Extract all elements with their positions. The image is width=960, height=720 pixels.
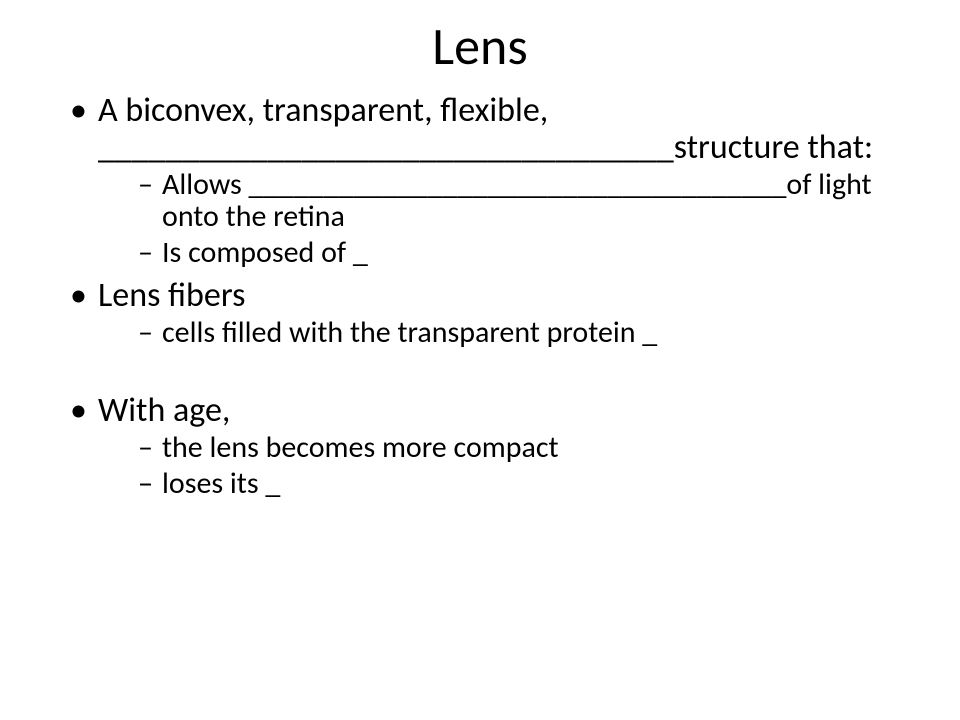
sub-bullet-text: cells filled with the transparent protei… [162, 314, 657, 351]
sub-bullet-text: Is composed of _ [162, 234, 368, 271]
bullet-text: A biconvex, transparent, flexible, _____… [98, 90, 873, 168]
sub-bullet-item: the lens becomes more compact [138, 432, 920, 464]
sub-bullet-item: loses its _ [138, 468, 920, 500]
sub-bullet-list: the lens becomes more compact loses its … [98, 432, 920, 501]
slide: Lens A biconvex, transparent, flexible, … [0, 0, 960, 720]
sub-bullet-text: Allows _________________________________… [162, 166, 872, 235]
bullet-text: Lens fibers [98, 275, 245, 316]
sub-bullet-list: Allows _________________________________… [98, 169, 920, 270]
sub-bullet-text: the lens becomes more compact [162, 429, 559, 466]
bullet-item: With age, the lens becomes more compact … [70, 393, 920, 501]
bullet-text: With age, [98, 390, 230, 431]
sub-bullet-text: loses its _ [162, 465, 280, 502]
bullet-item: A biconvex, transparent, flexible, _____… [70, 93, 920, 270]
bullet-list: A biconvex, transparent, flexible, _____… [40, 93, 920, 500]
sub-bullet-item: Allows _________________________________… [138, 169, 920, 234]
spacer [98, 357, 920, 387]
slide-title: Lens [40, 18, 920, 75]
sub-bullet-item: Is composed of _ [138, 237, 920, 269]
sub-bullet-list: cells filled with the transparent protei… [98, 317, 920, 349]
sub-bullet-item: cells filled with the transparent protei… [138, 317, 920, 349]
bullet-item: Lens fibers cells filled with the transp… [70, 278, 920, 387]
